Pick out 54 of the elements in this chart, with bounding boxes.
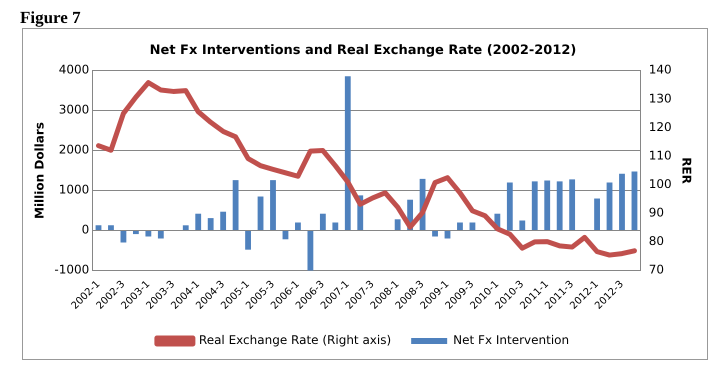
bar <box>470 222 476 230</box>
chart-title: Net Fx Interventions and Real Exchange Rate (2002-2012) <box>150 43 576 58</box>
bar <box>506 182 513 230</box>
bar <box>245 230 251 250</box>
bar <box>108 225 114 230</box>
bar <box>619 174 625 230</box>
y2-tick-label: 90 <box>648 205 664 220</box>
bar <box>120 230 126 242</box>
y2-tick-label: 120 <box>648 120 672 134</box>
bar <box>556 181 563 230</box>
bar <box>270 180 276 230</box>
bar <box>569 179 576 230</box>
y-tick-label: 1000 <box>58 182 90 197</box>
bar <box>532 181 538 230</box>
bar <box>432 230 438 236</box>
bar <box>457 222 463 230</box>
bar <box>182 225 189 230</box>
y2-axis-title: RER <box>680 157 694 184</box>
bar <box>295 222 301 230</box>
y-tick-label: -1000 <box>54 262 90 277</box>
y-tick-label: 4000 <box>58 62 90 77</box>
y2-tick-label: 100 <box>648 176 672 191</box>
bar <box>332 222 338 230</box>
y2-tick-label: 130 <box>648 91 672 106</box>
bar <box>519 220 526 230</box>
bar <box>444 230 450 238</box>
bar <box>96 225 102 230</box>
y2-tick-label: 110 <box>648 148 672 162</box>
y-tick-label: 2000 <box>58 142 90 157</box>
bar <box>220 212 226 230</box>
bar <box>195 214 202 230</box>
bar <box>258 196 264 230</box>
bar <box>320 214 326 230</box>
y2-tick-label: 80 <box>648 234 664 248</box>
bar <box>307 230 314 270</box>
bar <box>158 230 164 238</box>
y-axis-title: Million Dollars <box>32 122 46 220</box>
bar <box>632 172 638 230</box>
y2-tick-label: 140 <box>648 62 672 77</box>
bar <box>208 218 214 230</box>
y-tick-label: 3000 <box>58 102 90 117</box>
bar <box>132 230 139 234</box>
legend-label: Real Exchange Rate (Right axis) <box>198 333 392 348</box>
y2-tick-label: 70 <box>648 262 664 277</box>
bar <box>606 182 612 230</box>
bar <box>282 230 288 240</box>
bar <box>544 180 550 230</box>
y-tick-label: 0 <box>82 222 90 237</box>
bar <box>594 198 600 230</box>
legend-label: Net Fx Intervention <box>453 333 570 348</box>
caption: Figure 7 <box>20 8 82 28</box>
bar <box>145 230 152 236</box>
bar <box>232 180 239 230</box>
bar <box>394 219 401 230</box>
